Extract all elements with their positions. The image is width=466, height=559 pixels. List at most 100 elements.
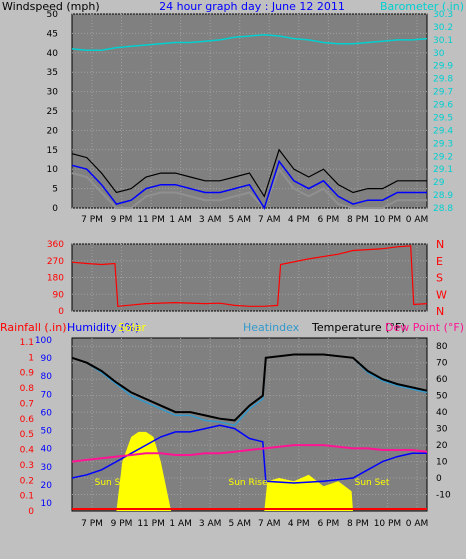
time-tick-label: 1 AM [169, 215, 192, 225]
rainfall-tick-label: 0.7 [20, 399, 34, 409]
humidity-tick-label: 30 [41, 463, 53, 473]
time-tick-label: 9 PM [111, 215, 133, 225]
rainfall-tick-label: 0.9 [20, 369, 35, 379]
windspeed-tick-label: 15 [47, 146, 58, 156]
time-tick-label: 3 AM [199, 215, 222, 225]
solar-area [72, 431, 427, 511]
humidity-tick-label: 100 [35, 336, 52, 346]
rainfall-tick-label: 0.4 [20, 446, 35, 456]
barometer-line [71, 33, 428, 51]
windspeed-tick-label: 5 [52, 185, 58, 195]
rainfall-tick-label: 0.5 [20, 430, 34, 440]
barometer-tick-label: 29.4 [433, 126, 453, 136]
windspeed-tick-label: 20 [47, 126, 59, 136]
barometer-tick-label: 29.6 [433, 101, 453, 111]
windspeed-tick-label: 35 [47, 68, 58, 78]
time-tick-label: 9 PM [111, 519, 133, 529]
rainfall-tick-label: 1 [28, 353, 34, 363]
windspeed-line [71, 159, 427, 210]
barometer-tick-label: 30.1 [433, 36, 453, 46]
humidity-tick-label: 20 [41, 481, 53, 491]
barometer-tick-label: 29 [433, 178, 445, 188]
time-tick-label: 5 AM [228, 519, 251, 529]
humidity-tick-label: 70 [41, 390, 53, 400]
windspeed-tick-label: 30 [47, 88, 59, 98]
sun-set-label-1: Sun Set [95, 478, 130, 488]
rainfall-tick-label: 0.3 [20, 461, 34, 471]
time-tick-label: 10 PM [374, 519, 402, 529]
barometer-tick-label: 28.8 [433, 204, 453, 214]
compass-tick-label: N [436, 238, 444, 251]
time-tick-label: 6 PM [317, 519, 339, 529]
temperature-axis-label: Temperature (°F) [311, 321, 406, 334]
time-tick-label: 7 AM [258, 215, 281, 225]
chart-title: 24 hour graph day : June 12 2011 [159, 0, 345, 13]
windspeed-tick-label: 0 [52, 204, 58, 214]
time-tick-label: 6 PM [317, 215, 339, 225]
barometer-tick-label: 29.3 [433, 139, 453, 149]
temperature-tick-label: 70 [436, 359, 448, 369]
sun-rise-label: Sun Rise [229, 478, 268, 488]
barometer-axis-label: Barometer (.in) [380, 0, 464, 13]
barometer-tick-label: 29.1 [433, 165, 453, 175]
temperature-tick-label: 80 [436, 342, 448, 352]
temperature-axis-ticks: -10 0 10 20 30 40 50 60 70 80 0 0.1 0.2 0.3 0.4 0.5 0.6 0… [20, 336, 451, 529]
barometer-tick-label: 30.3 [433, 10, 453, 20]
time-tick-label: 5 AM [228, 215, 251, 225]
compass-tick-label: S [436, 272, 443, 285]
windspeed-axis-label: Windspeed (mph) [2, 0, 100, 13]
time-tick-label: 1 AM [169, 519, 192, 529]
windspeed-tick-label: 40 [47, 49, 59, 59]
humidity-tick-label: 50 [41, 427, 53, 437]
humidity-axis-label: Humidity (%) [67, 321, 139, 334]
barometer-tick-label: 29.5 [433, 113, 453, 123]
time-tick-label: 8 PM [347, 215, 369, 225]
direction-grid [72, 243, 427, 312]
wind-axis-ticks: 0 5 10 15 20 25 30 35 40 45 50 28.8 28.9 29 29.1 29.2 29… [47, 10, 454, 225]
humidity-tick-label: 90 [41, 354, 53, 364]
wind-lull-line [71, 167, 427, 210]
time-tick-label: 0 AM [406, 215, 429, 225]
time-tick-label: 10 PM [374, 215, 402, 225]
windspeed-tick-label: 25 [47, 107, 58, 117]
temperature-tick-label: -10 [436, 491, 451, 501]
time-tick-label: 7 PM [81, 215, 103, 225]
time-tick-label: 4 PM [288, 215, 310, 225]
barometer-tick-label: 28.9 [433, 191, 453, 201]
humidity-tick-label: 80 [41, 372, 53, 382]
rainfall-axis-label: Rainfall (.in) [0, 321, 67, 334]
dewpoint-axis-label: Dew Point (°F) [385, 321, 464, 334]
barometer-tick-label: 29.7 [433, 88, 453, 98]
wind-gust-line [71, 148, 427, 198]
humidity-tick-label: 40 [41, 445, 53, 455]
windspeed-tick-label: 45 [47, 29, 58, 39]
compass-tick-label: W [436, 288, 447, 301]
rainfall-tick-label: 0.8 [20, 384, 35, 394]
direction-axis-ticks: 0 N 90 W 180 S 270 E 360 N [47, 238, 447, 318]
temperature-tick-label: 60 [436, 375, 448, 385]
humidity-tick-label: 10 [41, 499, 53, 509]
temperature-tick-label: 10 [436, 458, 448, 468]
rainfall-tick-label: 1.1 [20, 338, 34, 348]
windspeed-tick-label: 10 [47, 165, 59, 175]
temperature-series [71, 353, 428, 511]
time-tick-label: 0 AM [406, 519, 429, 529]
temperature-tick-label: 0 [436, 474, 442, 484]
temperature-tick-label: 40 [436, 408, 448, 418]
wind-direction-line [71, 245, 428, 307]
dewpoint-line [71, 444, 428, 463]
humidity-tick-label: 60 [41, 408, 53, 418]
direction-series [71, 245, 428, 307]
barometer-tick-label: 29.2 [433, 152, 453, 162]
temperature-tick-label: 50 [436, 392, 448, 402]
barometer-tick-label: 30 [433, 49, 445, 59]
barometer-tick-label: 29.8 [433, 75, 453, 85]
direction-tick-label: 270 [47, 257, 64, 267]
direction-tick-label: 0 [58, 307, 64, 317]
time-tick-label: 11 PM [137, 519, 165, 529]
compass-tick-label: N [436, 305, 444, 318]
barometer-tick-label: 29.9 [433, 62, 453, 72]
direction-tick-label: 360 [47, 240, 64, 250]
